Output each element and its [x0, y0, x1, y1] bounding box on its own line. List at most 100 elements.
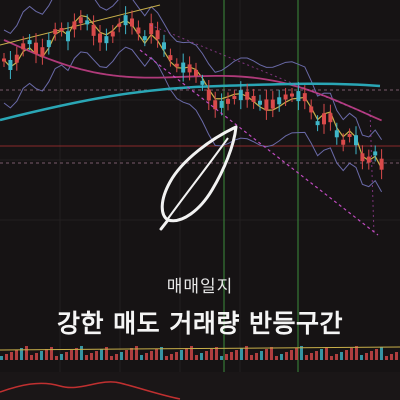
volume-bar [70, 350, 73, 360]
candle-body [174, 63, 179, 67]
volume-bar [320, 349, 323, 360]
candle-body [34, 42, 38, 54]
candle-body [226, 98, 230, 104]
candle-body [110, 31, 115, 37]
candle-body [341, 139, 346, 145]
volume-bar [170, 354, 173, 360]
volume-bar [200, 353, 203, 360]
volume-bar [135, 346, 138, 360]
candle-body [78, 17, 83, 24]
volume-bar [250, 355, 253, 360]
candle-body [14, 54, 19, 63]
upper-trend-line [0, 4, 161, 46]
volume-bar [50, 347, 53, 360]
volume-bar [370, 351, 373, 360]
volume-bar [40, 351, 43, 360]
volume-bar [95, 351, 98, 360]
candle-body [130, 18, 134, 27]
volume-bar [325, 347, 328, 360]
volume-bar [220, 356, 223, 360]
volume-bar [270, 347, 273, 360]
candle-body [104, 36, 109, 44]
volume-bar [55, 356, 58, 360]
candle-body [66, 31, 70, 42]
volume-bar [185, 348, 188, 360]
candle-body [123, 15, 128, 26]
volume-bar [235, 350, 238, 360]
volume-bar [20, 348, 23, 360]
volume-bar [305, 355, 308, 360]
bottom-indicator [0, 372, 400, 400]
bollinger-lower [3, 46, 383, 193]
candle-body [149, 23, 154, 35]
volume-bar [385, 356, 388, 360]
candle-body [21, 43, 26, 50]
candle-body [206, 89, 211, 101]
candle-body [187, 64, 192, 73]
trend-channel-lower [139, 49, 379, 236]
volume-bar [0, 356, 3, 360]
trend-channel-end [369, 109, 375, 236]
volume-bar [365, 353, 368, 360]
bollinger-bands [3, 0, 383, 193]
volume-bar [5, 354, 8, 360]
volume-bar [160, 347, 163, 360]
candle-body [72, 21, 77, 30]
journal-title: 강한 매도 거래량 반등구간 [56, 309, 344, 338]
volume-bar [30, 355, 33, 360]
candle-body [194, 69, 198, 76]
volume-bar [360, 355, 363, 360]
volume-bar [355, 346, 358, 360]
candle-body [27, 40, 32, 45]
volume-bar [10, 352, 13, 360]
candle-body [258, 100, 262, 105]
volume-bar [165, 356, 168, 360]
candle-body [40, 47, 45, 57]
volume-bar [175, 352, 178, 360]
candle-body [283, 94, 288, 100]
volume-bar [195, 355, 198, 360]
candle-body [315, 121, 320, 126]
volume-bars [0, 346, 400, 360]
candle-body [117, 23, 122, 27]
volume-bar [65, 352, 68, 360]
bollinger-upper [3, 0, 383, 140]
volume-bar [35, 353, 38, 360]
candle-body [53, 29, 58, 35]
trend-channel [139, 24, 379, 236]
volume-bar [60, 354, 63, 360]
volume-bar [15, 350, 18, 360]
candle-body [373, 151, 378, 156]
candle-body [366, 156, 371, 163]
volume-bar [115, 354, 118, 360]
candle-body [360, 153, 365, 162]
candle-body [213, 100, 218, 110]
candle-body [8, 59, 13, 70]
indicator-line [0, 381, 181, 400]
candle-body [302, 93, 307, 102]
candle-body [347, 133, 352, 137]
volume-bar [155, 349, 158, 360]
volume-bar [110, 356, 113, 360]
volume-bar [210, 349, 213, 360]
volume-bar [285, 352, 288, 360]
candle-body [264, 99, 269, 111]
candle-body [296, 91, 301, 102]
volume-bar [335, 354, 338, 360]
candle-body [142, 36, 147, 41]
volume-bar [245, 346, 248, 360]
volume-bar [80, 346, 83, 360]
candle-body [2, 58, 6, 62]
candle-body [328, 113, 333, 123]
volume-bar [280, 354, 283, 360]
volume-bar [295, 348, 298, 360]
volume-bar [85, 355, 88, 360]
volume-bar [225, 354, 228, 360]
volume-bar [275, 356, 278, 360]
volume-bar [315, 351, 318, 360]
volume-bar [75, 348, 78, 360]
candle-body [46, 40, 51, 48]
candle-body [85, 20, 90, 25]
